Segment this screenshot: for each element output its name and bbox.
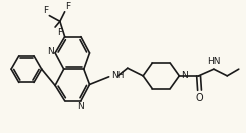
- Text: HN: HN: [207, 57, 221, 66]
- Text: N: N: [77, 102, 84, 111]
- Text: N: N: [181, 71, 188, 80]
- Text: F: F: [66, 2, 71, 11]
- Text: F: F: [43, 6, 48, 15]
- Text: NH: NH: [111, 71, 125, 80]
- Text: N: N: [47, 47, 54, 56]
- Text: F: F: [57, 28, 62, 37]
- Text: O: O: [196, 93, 203, 103]
